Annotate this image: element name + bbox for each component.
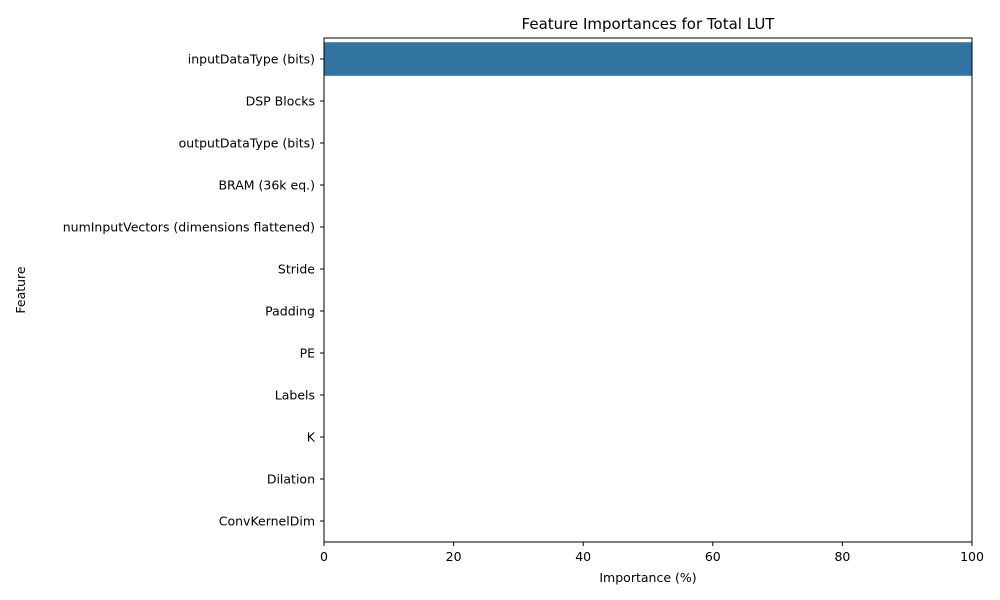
x-tick-label: 60 [705, 549, 721, 564]
x-tick-label: 20 [446, 549, 462, 564]
y-tick-label: inputDataType (bits) [188, 52, 315, 67]
x-tick-label: 40 [575, 549, 591, 564]
y-tick-label: outputDataType (bits) [179, 136, 315, 151]
x-axis-label: Importance (%) [599, 570, 696, 585]
x-axis-ticks: 0 20 40 60 80 100 [320, 542, 984, 564]
y-tick-label: numInputVectors (dimensions flattened) [63, 220, 315, 235]
x-tick-label: 100 [960, 549, 984, 564]
y-tick-label: ConvKernelDim [219, 514, 315, 529]
plot-frame [323, 37, 973, 543]
chart-title: Feature Importances for Total LUT [522, 15, 776, 33]
y-tick-label: DSP Blocks [246, 94, 315, 109]
x-tick-label: 80 [834, 549, 850, 564]
x-tick-label: 0 [320, 549, 328, 564]
y-tick-label: K [307, 430, 316, 445]
y-axis-ticks: inputDataType (bits) DSP Blocks outputData… [63, 52, 324, 529]
y-axis-label: Feature [13, 266, 28, 314]
y-tick-label: Stride [278, 262, 315, 277]
y-tick-label: Labels [275, 388, 315, 403]
bars-group [324, 42, 972, 76]
bar [324, 42, 972, 76]
y-tick-label: BRAM (36k eq.) [218, 178, 315, 193]
y-tick-label: PE [300, 346, 316, 361]
y-tick-label: Dilation [267, 472, 315, 487]
y-tick-label: Padding [265, 304, 315, 319]
